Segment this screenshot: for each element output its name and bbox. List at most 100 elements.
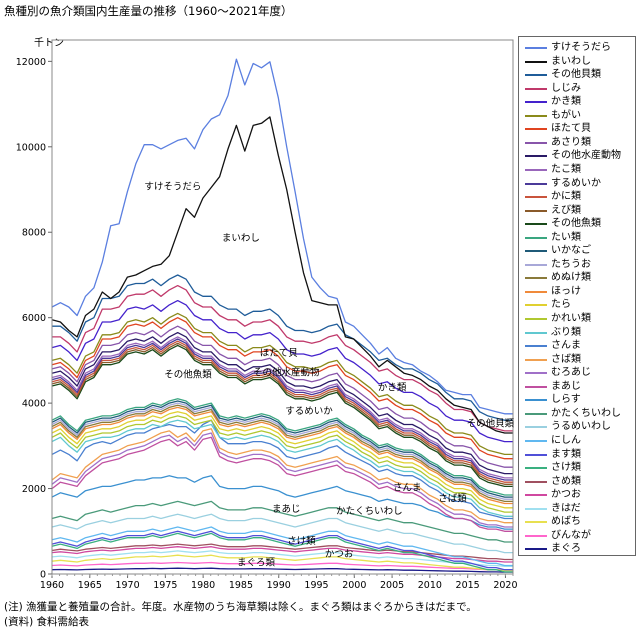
series-line-18 bbox=[51, 404, 513, 503]
legend-item: しじみ bbox=[523, 81, 635, 96]
legend-swatch bbox=[525, 399, 547, 402]
legend-item: びんなが bbox=[523, 528, 635, 543]
y-tick-label: 6000 bbox=[22, 313, 46, 324]
legend-label: うるめいわし bbox=[551, 421, 611, 433]
legend-item: きはだ bbox=[523, 501, 635, 516]
legend-label: あさり類 bbox=[551, 136, 591, 148]
legend-label: すけそうだら bbox=[551, 42, 611, 53]
series-annotation: その他魚類 bbox=[164, 368, 212, 380]
series-line-32 bbox=[51, 532, 513, 573]
series-annotation: さけ類 bbox=[287, 536, 316, 547]
legend-label: たら bbox=[551, 299, 571, 311]
series-annotation: さんま bbox=[393, 483, 422, 494]
legend-label: かたくちいわし bbox=[551, 407, 621, 419]
legend-swatch bbox=[525, 290, 547, 293]
series-annotation: まぐろ類 bbox=[237, 557, 276, 568]
legend-label: まいわし bbox=[551, 55, 591, 67]
legend-swatch bbox=[525, 209, 547, 212]
x-tick-label: 1980 bbox=[191, 580, 215, 591]
series-line-27 bbox=[51, 475, 513, 530]
legend-label: たい類 bbox=[551, 231, 581, 243]
legend-swatch bbox=[525, 236, 547, 239]
series-line-10 bbox=[51, 336, 513, 479]
series-line-3 bbox=[52, 274, 513, 421]
legend-item: えび類 bbox=[523, 203, 635, 218]
legend-swatch bbox=[525, 87, 547, 90]
y-tick-label: 8000 bbox=[22, 228, 46, 239]
legend-item: もがい bbox=[523, 108, 635, 123]
series-annotation: その他貝類 bbox=[467, 418, 515, 430]
legend-swatch bbox=[525, 196, 547, 199]
legend-swatch bbox=[525, 250, 547, 253]
legend-swatch bbox=[525, 521, 547, 524]
legend-item: たら bbox=[523, 297, 635, 312]
series-line-14 bbox=[51, 344, 513, 488]
legend-swatch bbox=[525, 372, 547, 375]
legend-label: むろあじ bbox=[551, 367, 591, 379]
legend-item: かたくちいわし bbox=[523, 406, 635, 421]
series-line-2 bbox=[51, 116, 513, 434]
x-tick-label: 1960 bbox=[40, 580, 64, 591]
legend-item: ぶり類 bbox=[523, 325, 635, 340]
series-line-22 bbox=[51, 419, 513, 517]
legend-item: さめ類 bbox=[523, 474, 635, 489]
legend-item: その他水産動物 bbox=[523, 148, 635, 163]
legend-swatch bbox=[525, 534, 547, 537]
legend-item: すけそうだら bbox=[523, 40, 635, 55]
series-line-36 bbox=[51, 554, 513, 572]
legend-label: ぶり類 bbox=[551, 326, 581, 338]
series-annotation: その他水産動物 bbox=[253, 366, 320, 378]
series-annotation: かき類 bbox=[378, 382, 407, 393]
legend-item: めぬけ類 bbox=[523, 270, 635, 285]
series-annotation: かつお bbox=[325, 549, 354, 560]
legend-item: さば類 bbox=[523, 352, 635, 367]
legend-item: さけ類 bbox=[523, 460, 635, 475]
legend-swatch bbox=[525, 60, 547, 63]
legend-item: いかなご bbox=[523, 243, 635, 258]
x-tick-label: 2000 bbox=[342, 580, 366, 591]
series-line-13 bbox=[51, 342, 513, 485]
legend-swatch bbox=[525, 47, 547, 49]
legend-item: うるめいわし bbox=[523, 419, 635, 434]
legend-swatch bbox=[525, 168, 547, 171]
x-tick-label: 2005 bbox=[380, 580, 404, 591]
legend-item: むろあじ bbox=[523, 365, 635, 380]
series-annotation: かたくちいわし bbox=[336, 506, 403, 517]
series-line-38 bbox=[51, 567, 513, 573]
legend-item: ます類 bbox=[523, 447, 635, 462]
legend-swatch bbox=[525, 223, 547, 226]
x-tick-label: 2020 bbox=[493, 580, 517, 591]
legend-swatch bbox=[525, 182, 547, 185]
x-tick-label: 1995 bbox=[304, 580, 328, 591]
y-tick-label: 2000 bbox=[22, 484, 46, 495]
series-line-1 bbox=[51, 58, 513, 415]
legend-item: するめいか bbox=[523, 176, 635, 191]
legend-item: たちうお bbox=[523, 257, 635, 272]
legend-label: その他魚類 bbox=[551, 218, 601, 230]
series-lines bbox=[51, 58, 513, 573]
legend-item: かき類 bbox=[523, 94, 635, 109]
legend-swatch bbox=[525, 480, 547, 483]
series-line-37 bbox=[51, 561, 513, 571]
legend-swatch bbox=[525, 101, 547, 104]
legend-swatch bbox=[525, 412, 547, 415]
legend-swatch bbox=[525, 494, 547, 497]
legend-label: しらす bbox=[551, 394, 581, 406]
series-line-11 bbox=[51, 338, 513, 481]
plot-frame bbox=[51, 39, 514, 575]
legend-label: ほっけ bbox=[551, 285, 581, 297]
legend-item: かに類 bbox=[523, 189, 635, 204]
legend-item: まぐろ bbox=[523, 541, 635, 556]
series-line-26 bbox=[51, 436, 513, 532]
series-annotation: まあじ bbox=[272, 504, 301, 515]
y-tick-label: 4000 bbox=[22, 399, 46, 410]
legend-label: かつお bbox=[551, 489, 581, 501]
series-annotation: ほたて貝 bbox=[260, 348, 298, 359]
legend-swatch bbox=[525, 74, 547, 77]
legend-item: その他貝類 bbox=[523, 67, 635, 82]
legend-swatch bbox=[525, 304, 547, 307]
legend-label: めぬけ類 bbox=[551, 272, 591, 284]
legend-label: かき類 bbox=[551, 96, 581, 108]
series-line-24 bbox=[51, 428, 513, 524]
series-line-4 bbox=[52, 284, 513, 432]
